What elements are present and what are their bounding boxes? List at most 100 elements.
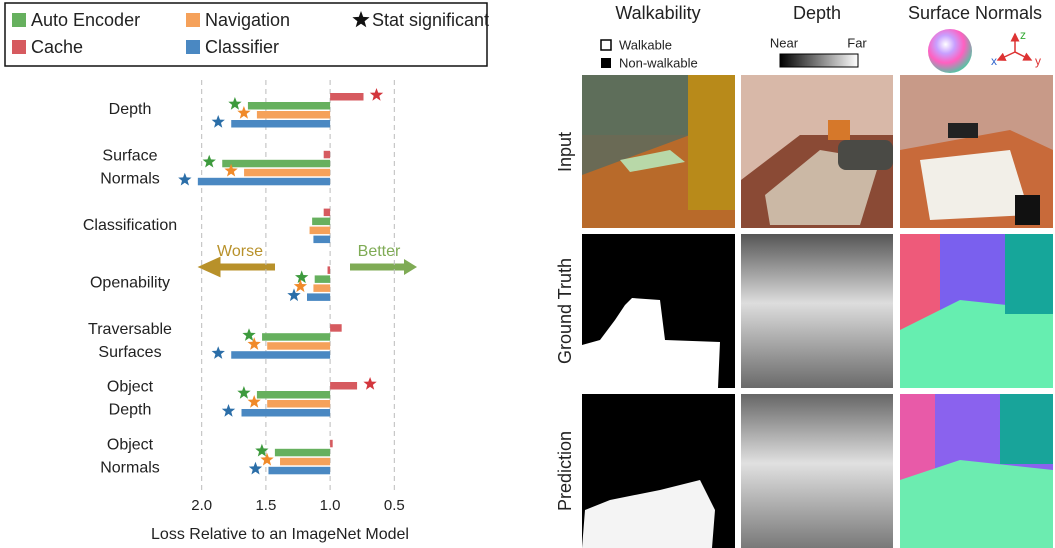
image-pred-depth [741, 394, 893, 548]
bar [280, 457, 331, 466]
image-gt-normals [900, 234, 1053, 388]
significance-star [247, 395, 261, 408]
category-label: Traversable [88, 321, 172, 338]
significance-star [255, 443, 269, 457]
walkable-swatch [600, 39, 612, 51]
bar [330, 382, 358, 390]
legend-frame [4, 2, 488, 67]
axis-letter: z [1020, 28, 1026, 42]
row-label: Input [555, 132, 575, 172]
legend-label: Walkable [619, 37, 672, 52]
annotation: Worse [217, 243, 263, 260]
legend-swatch [186, 40, 200, 54]
image-input-normals [900, 75, 1053, 228]
image-gt-depth [741, 234, 893, 388]
legend-star [352, 11, 370, 28]
bar [306, 293, 331, 301]
worse-arrow-head [206, 259, 219, 275]
better-arrow-head [404, 259, 417, 275]
depth-colorbar [779, 53, 859, 68]
x-axis-label: Loss Relative to an ImageNet Model [151, 526, 409, 543]
bar [267, 400, 331, 408]
legend-swatch [12, 40, 26, 54]
significance-star [221, 404, 236, 417]
category-label: Depth [109, 101, 152, 118]
significance-star [237, 106, 251, 119]
category-label: Object [107, 437, 154, 454]
x-tick-label: 0.5 [384, 497, 405, 514]
significance-star [247, 337, 261, 350]
bar [231, 351, 331, 359]
legend-label: Near [770, 35, 799, 50]
significance-star [248, 461, 263, 475]
image-gt-walk [582, 234, 735, 388]
bar [323, 150, 331, 159]
legend-label: Cache [31, 37, 83, 57]
legend-swatch [12, 13, 26, 27]
legend-label: Navigation [205, 10, 290, 30]
image-input-depth [741, 75, 893, 228]
bar [309, 226, 331, 235]
category-label: Depth [109, 402, 152, 419]
nonwalkable-swatch [601, 58, 611, 68]
bar [222, 159, 331, 168]
bar [330, 439, 333, 448]
bar [256, 111, 331, 119]
legend-label: Far [847, 35, 867, 50]
category-label: Classification [83, 217, 177, 234]
significance-star [211, 115, 225, 128]
category-label: Normals [100, 460, 160, 477]
bar [327, 266, 331, 274]
bar [244, 168, 331, 177]
bar [323, 208, 331, 217]
normal-sphere [928, 29, 972, 73]
category-label: Surface [102, 148, 157, 165]
annotation: Better [358, 243, 401, 260]
x-tick-label: 1.5 [255, 497, 276, 514]
significance-star [242, 328, 256, 341]
category-label: Openability [90, 275, 170, 292]
bar [268, 466, 331, 475]
column-header: Surface Normals [908, 3, 1042, 23]
bar [231, 120, 331, 128]
bar [330, 93, 364, 101]
significance-star [369, 88, 384, 101]
significance-star [202, 154, 216, 168]
column-header: Depth [793, 3, 841, 23]
axes-icon [996, 32, 1033, 61]
bar [274, 448, 331, 457]
image-pred-normals [900, 394, 1053, 548]
bar [267, 342, 331, 350]
significance-star [224, 163, 238, 177]
significance-star [228, 97, 242, 110]
significance-star [178, 172, 192, 186]
significance-star [295, 270, 309, 284]
significance-star [293, 279, 308, 293]
category-label: Object [107, 379, 154, 396]
bar [313, 235, 331, 244]
x-tick-label: 2.0 [191, 497, 212, 514]
legend-label: Non-walkable [619, 55, 698, 70]
bar [256, 391, 331, 399]
legend-label: Classifier [205, 37, 279, 57]
bar [330, 324, 342, 332]
row-label: Prediction [555, 431, 575, 511]
category-label: Surfaces [98, 344, 161, 361]
legend-label: Stat significant [372, 10, 489, 30]
column-header: Walkability [615, 3, 700, 23]
row-label: Ground Truth [555, 258, 575, 364]
bar [314, 275, 331, 283]
significance-star [211, 346, 225, 359]
bar [262, 333, 331, 341]
significance-star [260, 452, 274, 466]
legend-label: Auto Encoder [31, 10, 140, 30]
x-tick-label: 1.0 [320, 497, 341, 514]
bar [247, 102, 331, 110]
significance-star [237, 386, 251, 399]
bar [197, 177, 331, 186]
bar [312, 217, 331, 226]
significance-star [287, 288, 301, 302]
bar [241, 409, 331, 417]
category-label: Normals [100, 171, 160, 188]
